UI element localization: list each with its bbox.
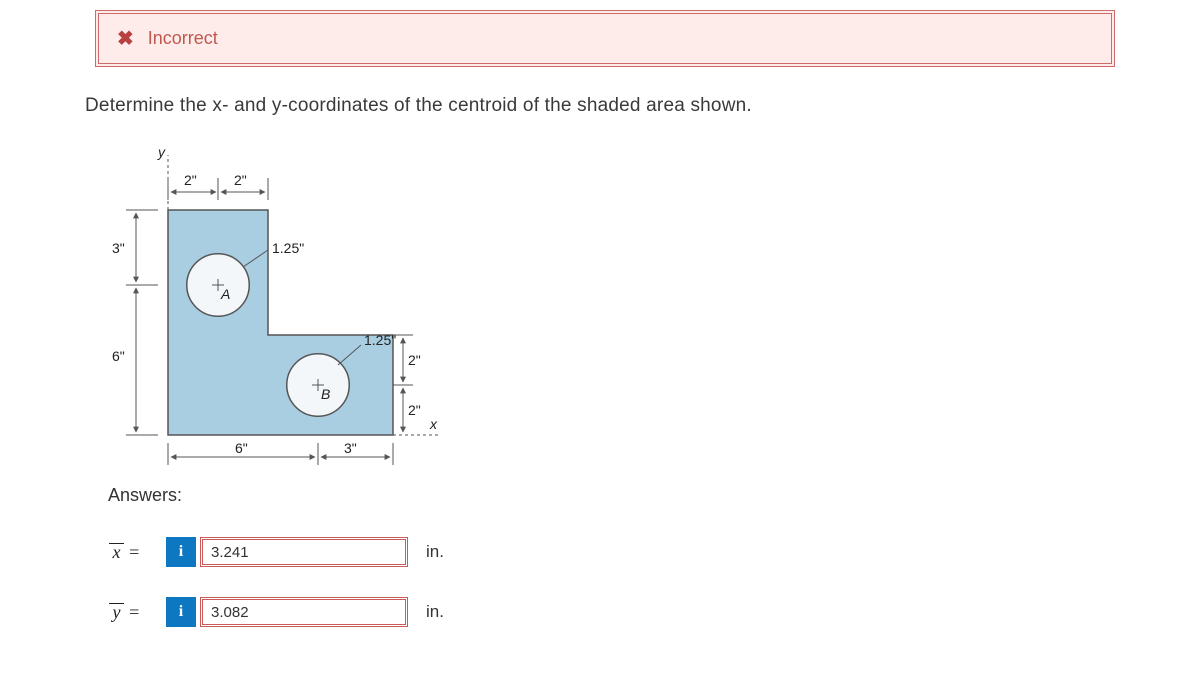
- dim-top-2: 2": [234, 172, 247, 188]
- answer-row-x: x = i in.: [108, 534, 1200, 570]
- dim-bottom-1: 6": [235, 440, 248, 456]
- info-button-y[interactable]: i: [166, 597, 196, 627]
- dim-right-2: 2": [408, 402, 421, 418]
- y-axis-label: y: [157, 145, 166, 160]
- variable-x-letter: x: [113, 542, 121, 562]
- label-a: A: [220, 286, 230, 302]
- x-axis-label: x: [429, 416, 438, 432]
- answer-row-y: y = i in.: [108, 594, 1200, 630]
- unit-x: in.: [426, 542, 444, 562]
- variable-x: x =: [108, 542, 148, 563]
- variable-y-letter: y: [113, 602, 121, 622]
- alert-text: Incorrect: [148, 28, 218, 49]
- dim-bottom-2: 3": [344, 440, 357, 456]
- info-button-x[interactable]: i: [166, 537, 196, 567]
- answer-input-x[interactable]: [200, 537, 408, 567]
- figure-diagram: A 1.25" B 1.25" y x 2" 2" 3" 6" 2" 2" 6"…: [108, 145, 448, 475]
- unit-y: in.: [426, 602, 444, 622]
- dim-left-1: 3": [112, 240, 125, 256]
- dim-left-2: 6": [112, 348, 125, 364]
- dim-right-1: 2": [408, 352, 421, 368]
- answer-input-y[interactable]: [200, 597, 408, 627]
- dim-radius-a: 1.25": [272, 240, 304, 256]
- label-b: B: [321, 386, 330, 402]
- variable-y: y =: [108, 602, 148, 623]
- dim-radius-b: 1.25": [364, 332, 396, 348]
- dim-top-1: 2": [184, 172, 197, 188]
- alert-banner: ✖ Incorrect: [95, 10, 1115, 67]
- question-text: Determine the x- and y-coordinates of th…: [85, 95, 1200, 117]
- answers-heading: Answers:: [108, 485, 1200, 506]
- incorrect-x-icon: ✖: [117, 29, 134, 49]
